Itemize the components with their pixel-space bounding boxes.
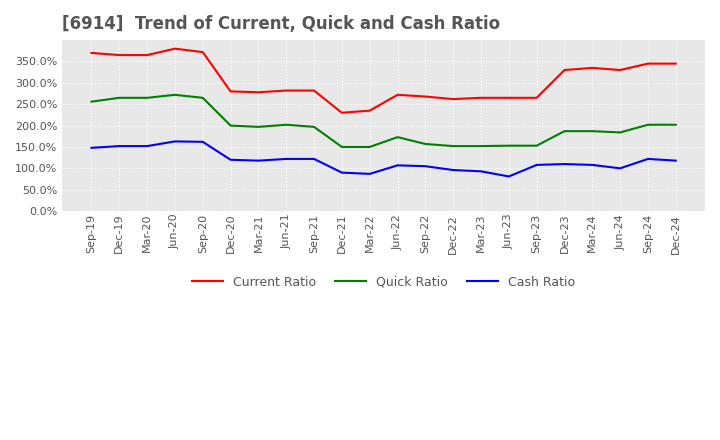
Current Ratio [254,90,263,95]
Cash Ratio [393,163,402,168]
Quick Ratio [644,122,652,127]
Cash Ratio [282,156,291,161]
Current Ratio [282,88,291,93]
Current Ratio [532,95,541,100]
Quick Ratio [310,124,318,129]
Current Ratio [421,94,430,99]
Quick Ratio [254,124,263,129]
Current Ratio [115,52,124,58]
Current Ratio [616,67,624,73]
Quick Ratio [87,99,96,104]
Quick Ratio [115,95,124,100]
Cash Ratio [477,169,485,174]
Quick Ratio [532,143,541,148]
Current Ratio [588,65,597,70]
Quick Ratio [672,122,680,127]
Current Ratio [393,92,402,97]
Cash Ratio [226,157,235,162]
Quick Ratio [393,135,402,140]
Line: Quick Ratio: Quick Ratio [91,95,676,147]
Quick Ratio [143,95,151,100]
Cash Ratio [338,170,346,175]
Quick Ratio [588,128,597,134]
Current Ratio [199,49,207,55]
Cash Ratio [365,171,374,176]
Text: [6914]  Trend of Current, Quick and Cash Ratio: [6914] Trend of Current, Quick and Cash … [62,15,500,33]
Quick Ratio [199,95,207,100]
Current Ratio [171,46,179,51]
Line: Current Ratio: Current Ratio [91,49,676,113]
Cash Ratio [421,164,430,169]
Cash Ratio [644,156,652,161]
Cash Ratio [171,139,179,144]
Current Ratio [226,89,235,94]
Current Ratio [560,67,569,73]
Quick Ratio [560,128,569,134]
Cash Ratio [254,158,263,163]
Quick Ratio [477,143,485,149]
Line: Cash Ratio: Cash Ratio [91,141,676,176]
Current Ratio [672,61,680,66]
Cash Ratio [87,145,96,150]
Quick Ratio [365,144,374,150]
Cash Ratio [449,167,457,172]
Legend: Current Ratio, Quick Ratio, Cash Ratio: Current Ratio, Quick Ratio, Cash Ratio [187,271,580,294]
Current Ratio [87,50,96,55]
Quick Ratio [616,130,624,135]
Cash Ratio [672,158,680,163]
Cash Ratio [143,143,151,149]
Quick Ratio [282,122,291,127]
Cash Ratio [199,139,207,144]
Cash Ratio [310,156,318,161]
Current Ratio [143,52,151,58]
Quick Ratio [449,143,457,149]
Current Ratio [449,96,457,102]
Current Ratio [505,95,513,100]
Current Ratio [310,88,318,93]
Current Ratio [365,108,374,113]
Cash Ratio [532,162,541,168]
Current Ratio [644,61,652,66]
Cash Ratio [505,174,513,179]
Quick Ratio [505,143,513,148]
Current Ratio [338,110,346,115]
Quick Ratio [226,123,235,128]
Current Ratio [477,95,485,100]
Quick Ratio [171,92,179,97]
Cash Ratio [616,166,624,171]
Cash Ratio [115,143,124,149]
Quick Ratio [421,141,430,147]
Cash Ratio [588,162,597,168]
Cash Ratio [560,161,569,167]
Quick Ratio [338,144,346,150]
